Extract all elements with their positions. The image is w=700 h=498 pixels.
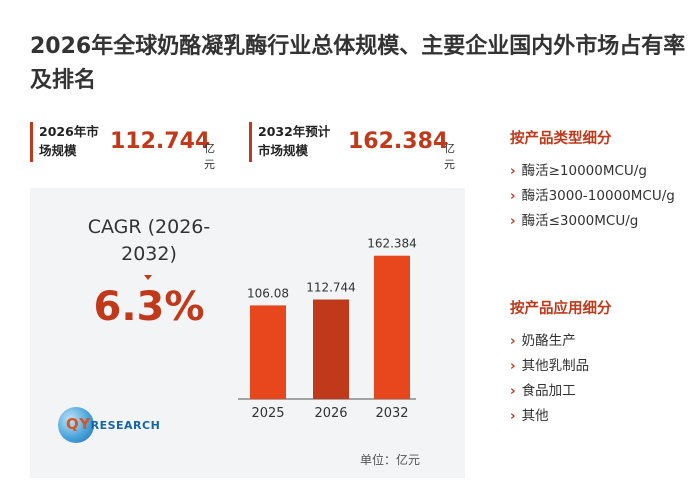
chevron-right-icon: ›	[510, 163, 516, 179]
chevron-right-icon: ›	[510, 408, 516, 424]
page-title: 2026年全球奶酪凝乳酶行业总体规模、主要企业国内外市场占有率及排名	[30, 34, 686, 93]
chevron-right-icon: ›	[510, 333, 516, 349]
market-chart-panel: CAGR (2026-2032) 6.3% 106.08 2025 112.744 2…	[30, 188, 465, 478]
chevron-right-icon: ›	[510, 188, 516, 204]
chevron-right-icon: ›	[510, 358, 516, 374]
list-item: › 酶活3000-10000MCU/g	[510, 184, 690, 209]
list-item: › 其他乳制品	[510, 354, 690, 379]
market-size-bar-chart: 106.08 2025 112.744 2026 162.384 2032	[238, 237, 417, 421]
bar-2032	[374, 255, 410, 399]
list-item: › 奶酪生产	[510, 329, 690, 354]
logo-wordmark: QYRESEARCH	[66, 415, 161, 433]
qyresearch-logo: QYRESEARCH	[52, 401, 182, 453]
stat-2026-market-size: 2026年市场规模 112.744 亿元	[30, 122, 215, 171]
stat-value: 162.384	[348, 129, 449, 154]
data-label-2025: 106.08	[247, 286, 289, 300]
tick-label-2026: 2026	[314, 406, 347, 421]
segment-by-application: 按产品应用细分 › 奶酪生产 › 其他乳制品 › 食品加工 › 其他	[510, 297, 690, 429]
bar-2026	[313, 299, 349, 399]
data-label-2026: 112.744	[306, 281, 356, 295]
stat-label: 2026年市场规模	[39, 124, 99, 158]
list-item: › 酶活≤3000MCU/g	[510, 209, 690, 234]
data-label-2032: 162.384	[367, 237, 417, 251]
caret-down-icon	[144, 275, 152, 280]
stat-unit: 亿元	[444, 142, 455, 171]
list-item: › 其他	[510, 404, 690, 429]
cagr-label: CAGR (2026-2032)	[87, 216, 211, 265]
chevron-right-icon: ›	[510, 213, 516, 229]
stat-2032-forecast-market-size: 2032年预计市场规模 162.384 亿元	[249, 122, 455, 171]
stat-unit: 亿元	[204, 142, 215, 171]
segment-title: 按产品应用细分	[510, 301, 612, 317]
segment-list: › 奶酪生产 › 其他乳制品 › 食品加工 › 其他	[510, 329, 690, 429]
list-item: › 食品加工	[510, 379, 690, 404]
stat-label: 2032年预计市场规模	[258, 124, 331, 158]
tick-label-2025: 2025	[251, 406, 284, 421]
globe-icon	[58, 407, 94, 443]
segment-title: 按产品类型细分	[510, 131, 612, 147]
segment-by-type: 按产品类型细分 › 酶活≥10000MCU/g › 酶活3000-10000MCU/…	[510, 127, 690, 234]
cagr-value: 6.3%	[93, 284, 205, 330]
list-item: › 酶活≥10000MCU/g	[510, 159, 690, 184]
stat-value: 112.744	[110, 129, 211, 154]
segment-list: › 酶活≥10000MCU/g › 酶活3000-10000MCU/g › 酶活≤30…	[510, 159, 690, 234]
bar-2025	[250, 305, 286, 399]
unit-note: 单位：亿元	[360, 453, 421, 467]
tick-label-2032: 2032	[375, 406, 408, 421]
chevron-right-icon: ›	[510, 383, 516, 399]
